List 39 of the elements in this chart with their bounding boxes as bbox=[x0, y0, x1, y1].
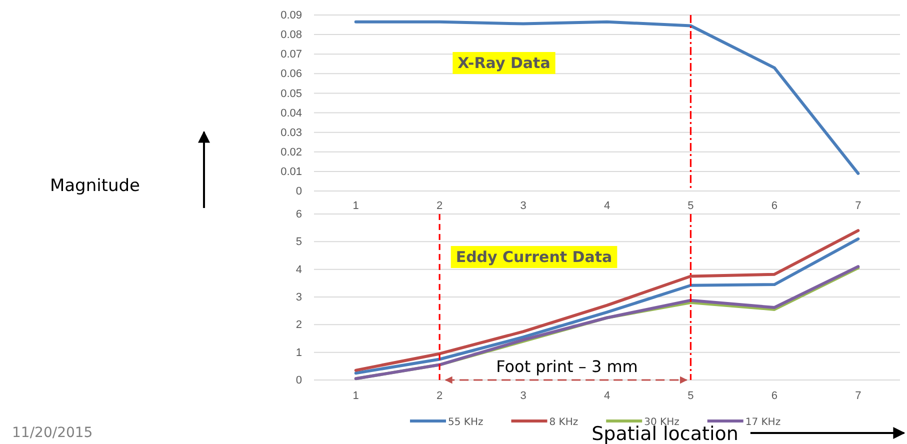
y-tick-label: 0.06 bbox=[280, 68, 302, 80]
y-tick-label: 2 bbox=[296, 319, 302, 332]
x-tick-label: 2 bbox=[436, 200, 443, 212]
y-tick-label: 0.01 bbox=[280, 166, 302, 178]
x-tick-label: 7 bbox=[855, 390, 862, 402]
y-tick-label: 0 bbox=[296, 374, 302, 387]
y-tick-label: 0.02 bbox=[280, 146, 302, 158]
y-tick-label: 4 bbox=[296, 264, 302, 276]
legend-label: 8 KHz bbox=[549, 417, 578, 428]
y-tick-label: 0.05 bbox=[280, 88, 302, 100]
y-tick-label: 6 bbox=[296, 208, 302, 221]
x-tick-label: 3 bbox=[520, 390, 526, 402]
annotation: X-Ray Data bbox=[458, 54, 550, 72]
x-tick-label: 4 bbox=[604, 200, 610, 212]
y-tick-label: 0.09 bbox=[280, 10, 302, 22]
y-tick-label: 0 bbox=[296, 186, 302, 198]
x-tick-label: 3 bbox=[520, 200, 526, 212]
y-tick-label: 0.07 bbox=[280, 48, 302, 61]
x-tick-label: 6 bbox=[771, 200, 778, 212]
x-tick-label: 5 bbox=[688, 390, 694, 402]
legend-label: 17 KHz bbox=[745, 417, 781, 428]
y-tick-label: 3 bbox=[296, 292, 302, 304]
y-tick-label: 0.03 bbox=[280, 126, 302, 139]
x-tick-label: 4 bbox=[604, 390, 610, 402]
annotation: Foot print – 3 mm bbox=[496, 357, 638, 376]
text: Magnitude bbox=[50, 176, 140, 196]
y-tick-label: 5 bbox=[296, 236, 302, 248]
x-tick-label: 6 bbox=[771, 390, 778, 402]
x-tick-label: 5 bbox=[688, 200, 694, 212]
x-tick-label: 1 bbox=[352, 390, 359, 402]
text: 11/20/2015 bbox=[12, 425, 93, 441]
legend-label: 55 KHz bbox=[448, 417, 484, 428]
x-tick-label: 1 bbox=[352, 200, 359, 212]
annotation: Eddy Current Data bbox=[456, 248, 612, 266]
y-tick-label: 0.08 bbox=[280, 29, 302, 42]
x-tick-label: 7 bbox=[855, 200, 862, 212]
y-tick-label: 1 bbox=[296, 346, 302, 359]
y-tick-label: 0.04 bbox=[280, 107, 302, 120]
x-tick-label: 2 bbox=[436, 390, 443, 402]
